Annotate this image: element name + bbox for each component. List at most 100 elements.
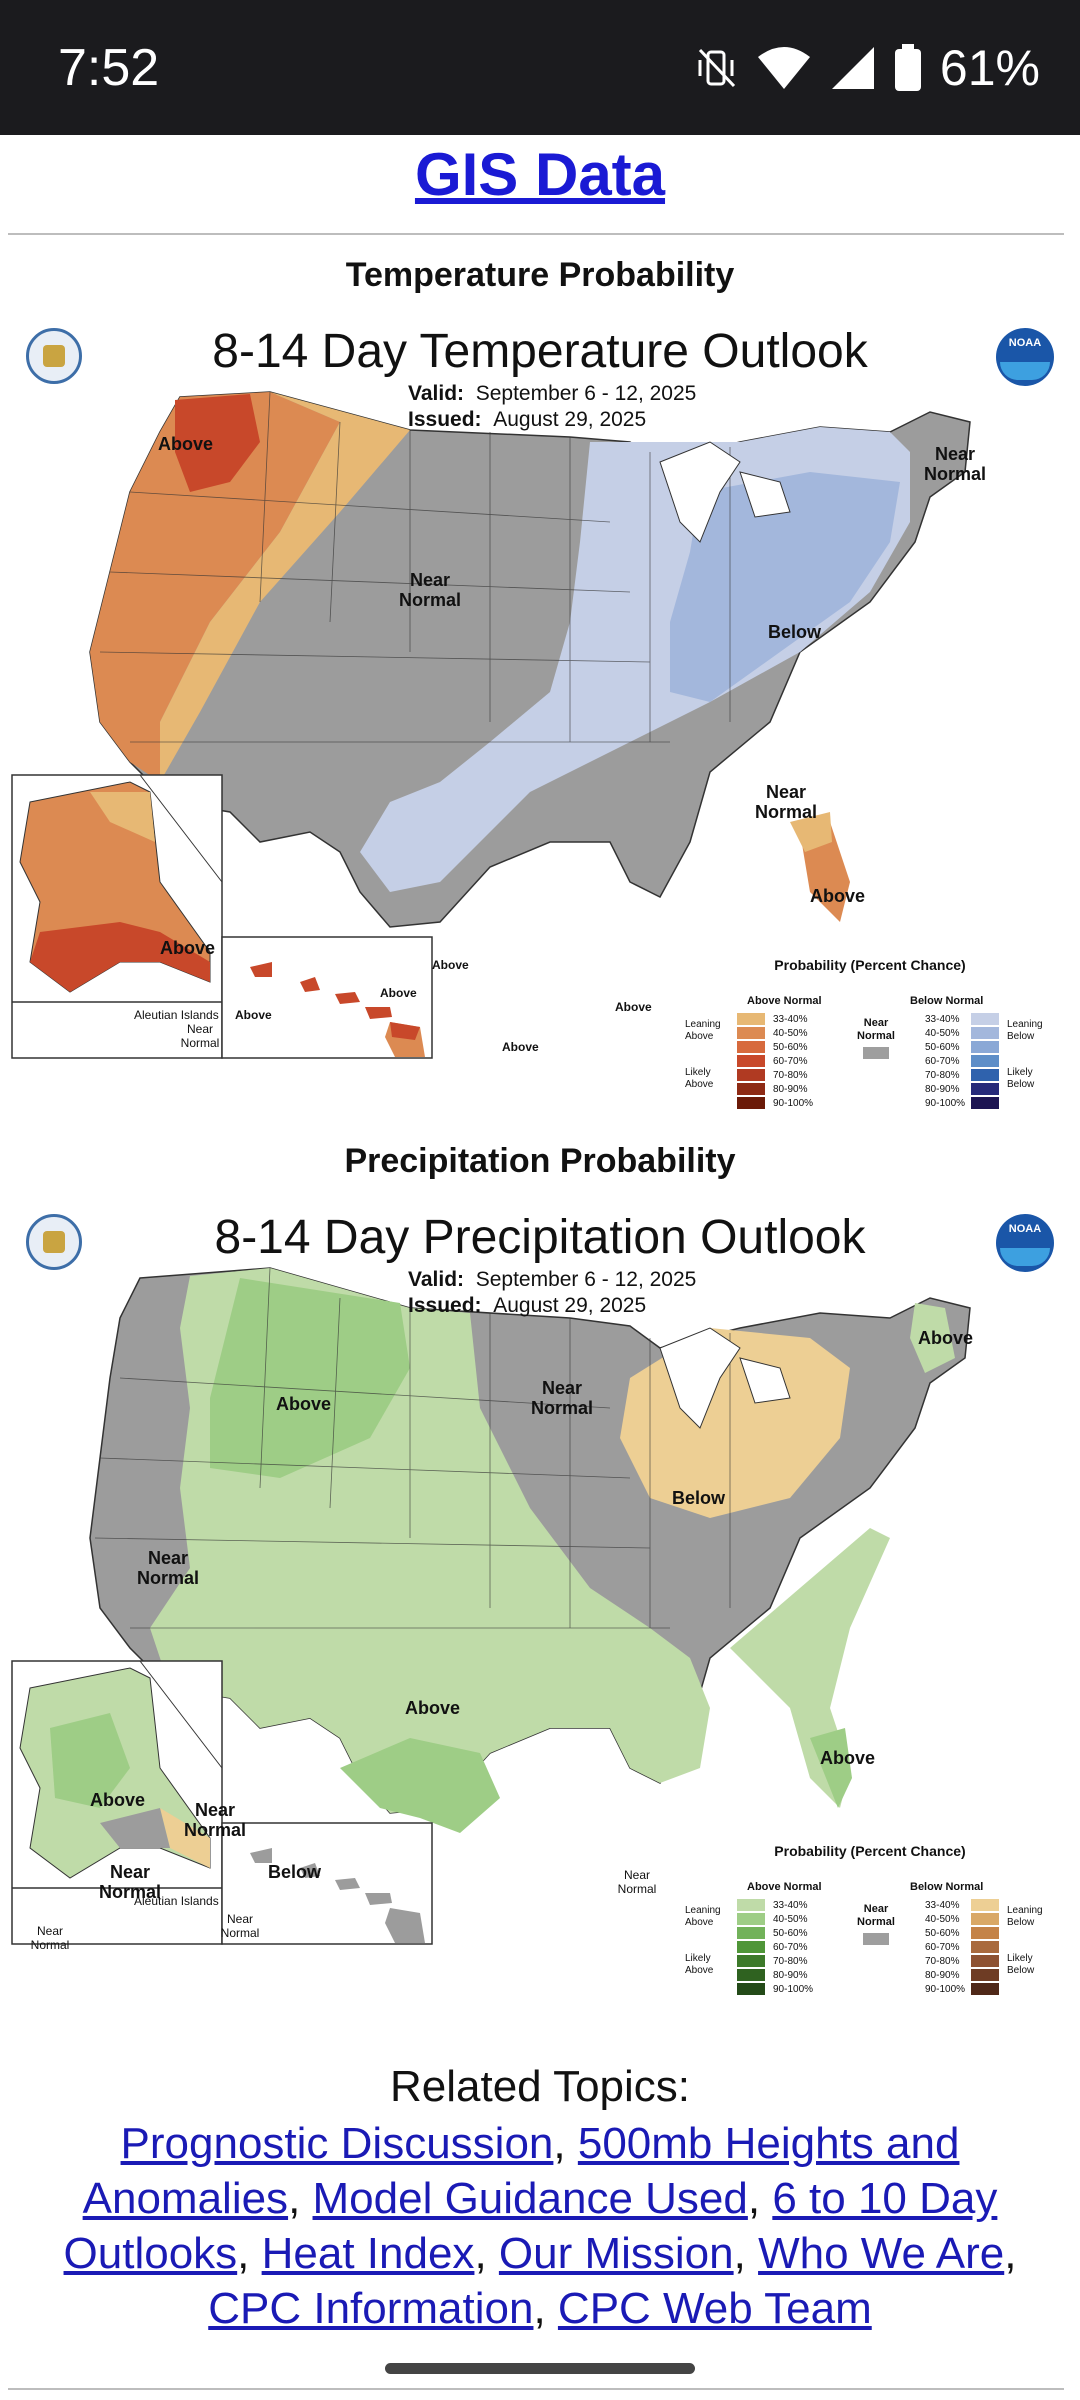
legend-below-range: 33-40% [925,1900,960,1911]
legend-above-swatch [737,1041,765,1053]
legend-above-range: 50-60% [773,1042,808,1053]
map-label: Near Normal [98,1862,161,1902]
legend-below-swatch [971,1941,999,1953]
noaa-logo-icon: NOAA [996,328,1054,386]
noaa-logo-icon: NOAA [996,1214,1054,1272]
status-bar: 7:52 61% [0,0,1080,135]
temperature-issued: Issued: August 29, 2025 [408,408,647,431]
map-label: Near Normal [398,570,461,610]
related-link[interactable]: Prognostic Discussion [120,2119,554,2168]
legend-side: Leaning Below [1007,1905,1043,1928]
legend-above-range: 70-80% [773,1956,808,1967]
legend-above-range: 40-50% [773,1914,808,1925]
map-label: Above [615,1000,652,1014]
map-label: Near Normal [180,1022,220,1050]
map-label: Near Normal [530,1378,593,1418]
legend-above-head: Above Normal [747,995,822,1007]
legend-below-range: 90-100% [925,1984,966,1995]
legend-above-swatch [737,1069,765,1081]
gis-data-link[interactable]: GIS Data [414,141,666,208]
legend-above-swatch [737,1055,765,1067]
legend-side: Likely Above [685,1067,714,1090]
signal-icon [831,47,874,89]
temperature-valid: Valid: September 6 - 12, 2025 [408,382,697,405]
map-label: Aleutian Islands [134,1008,219,1022]
map-label: Below [268,1862,322,1882]
legend-below-range: 70-80% [925,1956,960,1967]
precipitation-outlook-map[interactable]: NOAA 8-14 Day Precipitation Outlook Vali… [10,1208,1070,2018]
gesture-handle[interactable] [385,2363,695,2374]
legend-below-swatch [971,1097,999,1109]
related-link[interactable]: Heat Index [261,2229,475,2278]
map-label: Above [405,1698,461,1718]
precipitation-heading: Precipitation Probability [344,1142,736,1180]
legend-above-range: 50-60% [773,1928,808,1939]
map-label: Above [90,1790,146,1810]
legend-below-swatch [971,1899,999,1911]
related-link[interactable]: CPC Web Team [557,2284,872,2333]
legend-above-swatch [737,1913,765,1925]
map-label: Above [160,938,216,958]
related-link[interactable]: Our Mission [498,2229,734,2278]
legend-below-range: 33-40% [925,1014,960,1025]
temperature-map-graphic [11,391,971,1059]
legend-below-head: Below Normal [910,1881,984,1893]
doc-seal-icon [26,1214,82,1270]
legend-side: Likely Above [685,1953,714,1976]
legend-near-head: Near Normal [857,1017,895,1042]
divider [8,2388,1064,2390]
map-label: Near Normal [923,444,986,484]
legend-below-swatch [971,1013,999,1025]
wifi-icon [757,47,810,89]
legend-above-range: 90-100% [773,1984,814,1995]
temperature-legend: Probability (Percent Chance) Above Norma… [685,957,1055,1137]
legend-side: Likely Below [1007,1067,1035,1090]
related-link[interactable]: Model Guidance Used [312,2174,748,2223]
legend-above-swatch [737,1941,765,1953]
precipitation-legend: Probability (Percent Chance) Above Norma… [685,1843,1055,2023]
temperature-outlook-map[interactable]: NOAA 8-14 Day Temperature Outlook Valid:… [10,322,1070,1132]
legend-below-swatch [971,1041,999,1053]
battery-icon [894,44,921,91]
precipitation-map-title: 8-14 Day Precipitation Outlook [214,1211,866,1264]
legend-above-range: 80-90% [773,1970,808,1981]
related-topics-links: Prognostic Discussion, 500mb Heights and… [63,2119,1017,2333]
legend-below-swatch [971,1055,999,1067]
legend-title: Probability (Percent Chance) [774,1843,966,1859]
map-label: Below [768,622,822,642]
battery-percent: 61% [939,40,1040,96]
legend-below-range: 90-100% [925,1098,966,1109]
map-label: Above [276,1394,332,1414]
legend-title: Probability (Percent Chance) [774,957,966,973]
map-label: Aleutian Islands [134,1894,219,1908]
legend-below-range: 40-50% [925,1028,960,1039]
legend-side: Likely Below [1007,1953,1035,1976]
legend-below-range: 40-50% [925,1914,960,1925]
legend-below-swatch [971,1955,999,1967]
status-icons: 61% [694,38,1040,98]
legend-near-swatch [863,1933,889,1945]
related-link[interactable]: CPC Information [208,2284,534,2333]
map-label: Near Normal [183,1800,246,1840]
legend-above-head: Above Normal [747,1881,822,1893]
legend-below-swatch [971,1069,999,1081]
precipitation-map-graphic [11,1267,971,1945]
legend-above-range: 60-70% [773,1056,808,1067]
status-time: 7:52 [58,39,160,97]
legend-below-swatch [971,1913,999,1925]
legend-below-swatch [971,1083,999,1095]
related-link[interactable]: Who We Are [758,2229,1005,2278]
legend-above-swatch [737,1097,765,1109]
legend-above-swatch [737,1955,765,1967]
legend-above-range: 90-100% [773,1098,814,1109]
related-link[interactable]: 6 to 10 Day Outlooks [63,2174,998,2278]
legend-below-swatch [971,1927,999,1939]
legend-above-range: 33-40% [773,1900,808,1911]
precipitation-issued: Issued: August 29, 2025 [408,1294,647,1317]
map-label: Near Normal [136,1548,199,1588]
legend-above-swatch [737,1013,765,1025]
legend-below-swatch [971,1969,999,1981]
map-label: Near Normal [617,1868,657,1896]
related-link[interactable]: 500mb Heights and Anomalies [82,2119,960,2223]
legend-below-range: 60-70% [925,1056,960,1067]
